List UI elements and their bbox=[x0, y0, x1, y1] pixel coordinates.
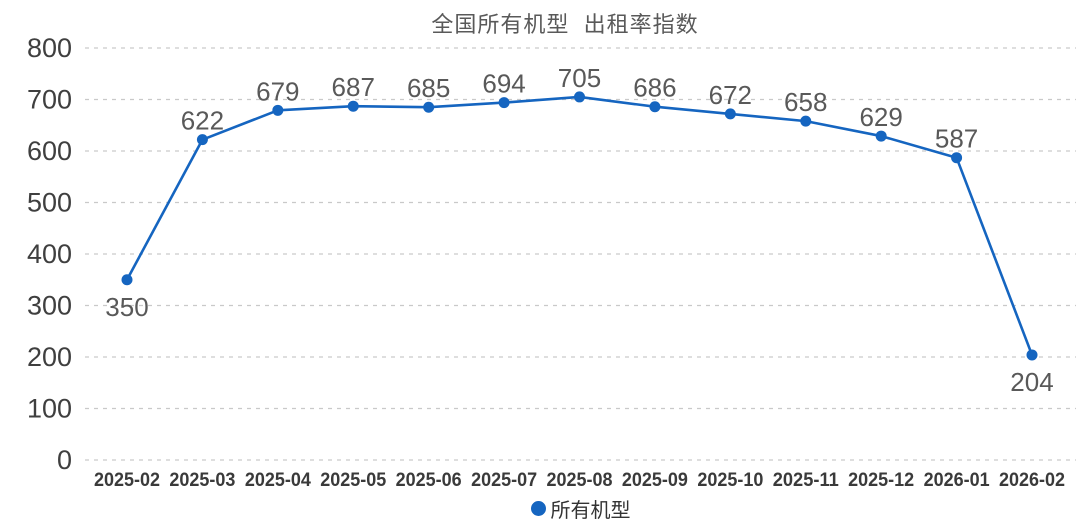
x-axis-tick-label: 2025-04 bbox=[245, 470, 311, 491]
y-axis-tick-label: 100 bbox=[27, 394, 72, 424]
y-axis-tick-label: 700 bbox=[27, 85, 72, 115]
data-point-label: 672 bbox=[709, 80, 752, 110]
x-axis-tick-label: 2025-02 bbox=[94, 470, 160, 491]
x-axis-tick-label: 2025-05 bbox=[320, 470, 386, 491]
data-point-marker bbox=[196, 134, 208, 146]
x-axis-tick-label: 2025-07 bbox=[471, 470, 537, 491]
data-point-label: 694 bbox=[482, 69, 525, 99]
data-point-label: 705 bbox=[558, 63, 601, 93]
data-point-marker bbox=[272, 104, 284, 116]
data-point-label: 629 bbox=[859, 102, 902, 132]
series-line bbox=[125, 95, 1034, 357]
y-axis-tick-label: 0 bbox=[57, 445, 72, 475]
data-point-label: 204 bbox=[1010, 367, 1053, 397]
y-axis-tick-label: 600 bbox=[27, 136, 72, 166]
data-point-label: 350 bbox=[105, 292, 148, 322]
chart-title: 全国所有机型 出租率指数 bbox=[431, 12, 699, 37]
data-point-label: 658 bbox=[784, 87, 827, 117]
data-point-label: 687 bbox=[332, 72, 375, 102]
data-point-marker bbox=[498, 97, 510, 109]
x-axis-tick-label: 2025-11 bbox=[773, 470, 839, 491]
x-axis-tick-label: 2025-03 bbox=[169, 470, 235, 491]
data-point-marker bbox=[724, 108, 736, 120]
y-axis-tick-label: 200 bbox=[27, 342, 72, 372]
data-point-marker bbox=[347, 100, 359, 112]
x-axis-tick-label: 2025-12 bbox=[848, 470, 914, 491]
data-point-label: 587 bbox=[935, 124, 978, 154]
x-axis-tick-label: 2025-06 bbox=[396, 470, 462, 491]
y-axis-tick-label: 400 bbox=[27, 239, 72, 269]
data-point-marker bbox=[423, 101, 435, 113]
legend-marker-icon bbox=[530, 501, 546, 516]
x-axis-tick-label: 2025-09 bbox=[622, 470, 688, 491]
legend-label: 所有机型 bbox=[550, 500, 631, 522]
data-point-label: 679 bbox=[256, 76, 299, 106]
y-axis-tick-label: 300 bbox=[27, 291, 72, 321]
data-point-label: 685 bbox=[407, 73, 450, 103]
legend-item[interactable]: 所有机型 bbox=[530, 494, 631, 523]
data-point-marker bbox=[951, 152, 963, 164]
data-point-label: 622 bbox=[181, 106, 224, 136]
x-axis-tick-label: 2025-08 bbox=[547, 470, 613, 491]
data-point-marker bbox=[649, 101, 661, 113]
y-axis-tick-label: 500 bbox=[27, 188, 72, 218]
data-point-marker bbox=[1026, 349, 1038, 361]
data-point-label: 686 bbox=[633, 73, 676, 103]
x-axis-tick-label: 2025-10 bbox=[697, 470, 763, 491]
data-point-marker bbox=[574, 91, 585, 103]
x-axis-tick-label: 2026-01 bbox=[924, 470, 990, 491]
data-point-marker bbox=[800, 115, 812, 127]
y-axis-tick-label: 800 bbox=[27, 33, 72, 63]
x-axis-tick-label: 2026-02 bbox=[999, 470, 1065, 491]
data-point-marker bbox=[121, 274, 133, 286]
legend: 所有机型 bbox=[85, 494, 1076, 523]
data-point-marker bbox=[875, 130, 887, 142]
chart-svg: 0 100 200 300 400 500 600 700 800 2025-02 2025-03 2… bbox=[27, 33, 1076, 491]
